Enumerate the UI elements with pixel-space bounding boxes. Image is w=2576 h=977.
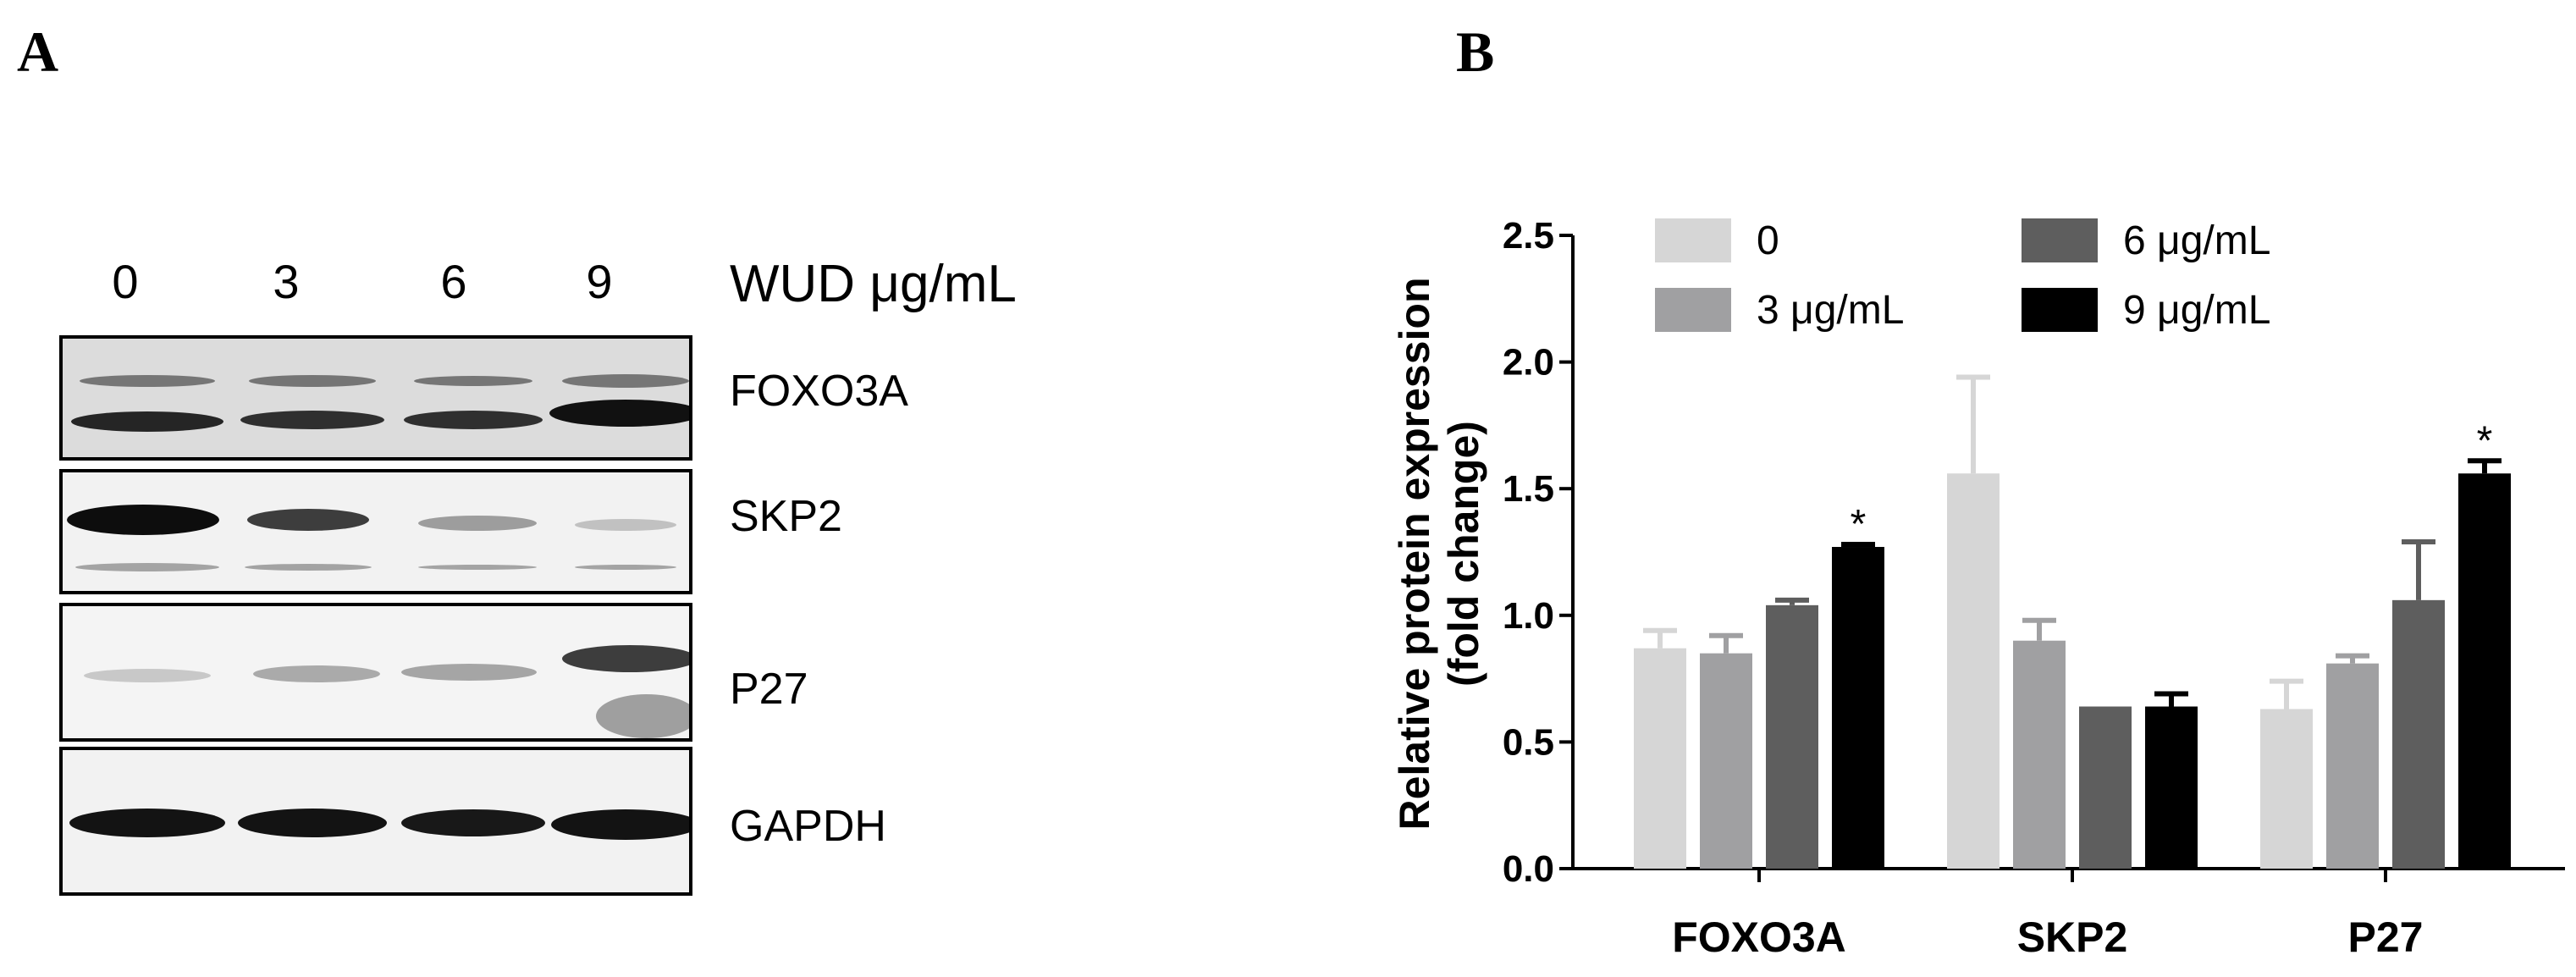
dose-unit-label: WUD μg/mL [730,255,1017,313]
bar [2260,709,2313,869]
y-tick-label: 2.0 [1503,342,1554,384]
panel-b-letter: B [1456,19,1495,84]
legend-label: 3 μg/mL [1757,288,1904,333]
y-tick-label: 1.0 [1503,595,1554,637]
protein-label-gapdh: GAPDH [730,802,886,851]
significance-mark: * [2477,418,2493,463]
bar [2079,706,2132,869]
legend-label: 6 μg/mL [2123,218,2270,263]
category-label: P27 [2348,914,2424,961]
protein-label-p27: P27 [730,665,808,714]
category-label: FOXO3A [1672,914,1846,961]
blot-foxo3a [59,335,692,461]
legend-swatch [1655,288,1731,332]
y-tick-label: 2.5 [1503,215,1554,257]
bar [2013,640,2066,869]
bar [2392,599,2445,869]
bar [2458,473,2511,869]
protein-label-skp2: SKP2 [730,492,842,541]
panel-a-letter: A [17,19,59,84]
blot-p27 [59,603,692,742]
legend-label: 9 μg/mL [2123,288,2270,333]
bar [2326,663,2379,869]
lane-label-3: 3 [273,255,300,308]
category-label: SKP2 [2017,914,2128,961]
blot-gapdh [59,747,692,896]
significance-mark: * [1851,502,1867,547]
protein-label-foxo3a: FOXO3A [730,367,908,416]
y-tick-label: 1.5 [1503,468,1554,510]
legend-swatch [2022,218,2098,262]
bar [2145,706,2198,869]
bar [1634,648,1686,869]
bar [1766,604,1818,869]
legend-label: 0 [1757,218,1779,263]
lane-label-0: 0 [112,255,139,308]
y-tick-label: 0.5 [1503,721,1554,763]
y-axis-title-line2: (fold change) [1440,421,1487,687]
y-tick-label: 0.0 [1503,848,1554,890]
bar [1947,473,2000,869]
bar [1700,653,1752,869]
lane-label-9: 9 [586,255,613,308]
blot-skp2 [59,469,692,594]
y-axis-title-line1: Relative protein expression [1391,277,1438,830]
lane-label-6: 6 [440,255,467,308]
legend-swatch [2022,288,2098,332]
bar [1832,547,1884,869]
legend-swatch [1655,218,1731,262]
